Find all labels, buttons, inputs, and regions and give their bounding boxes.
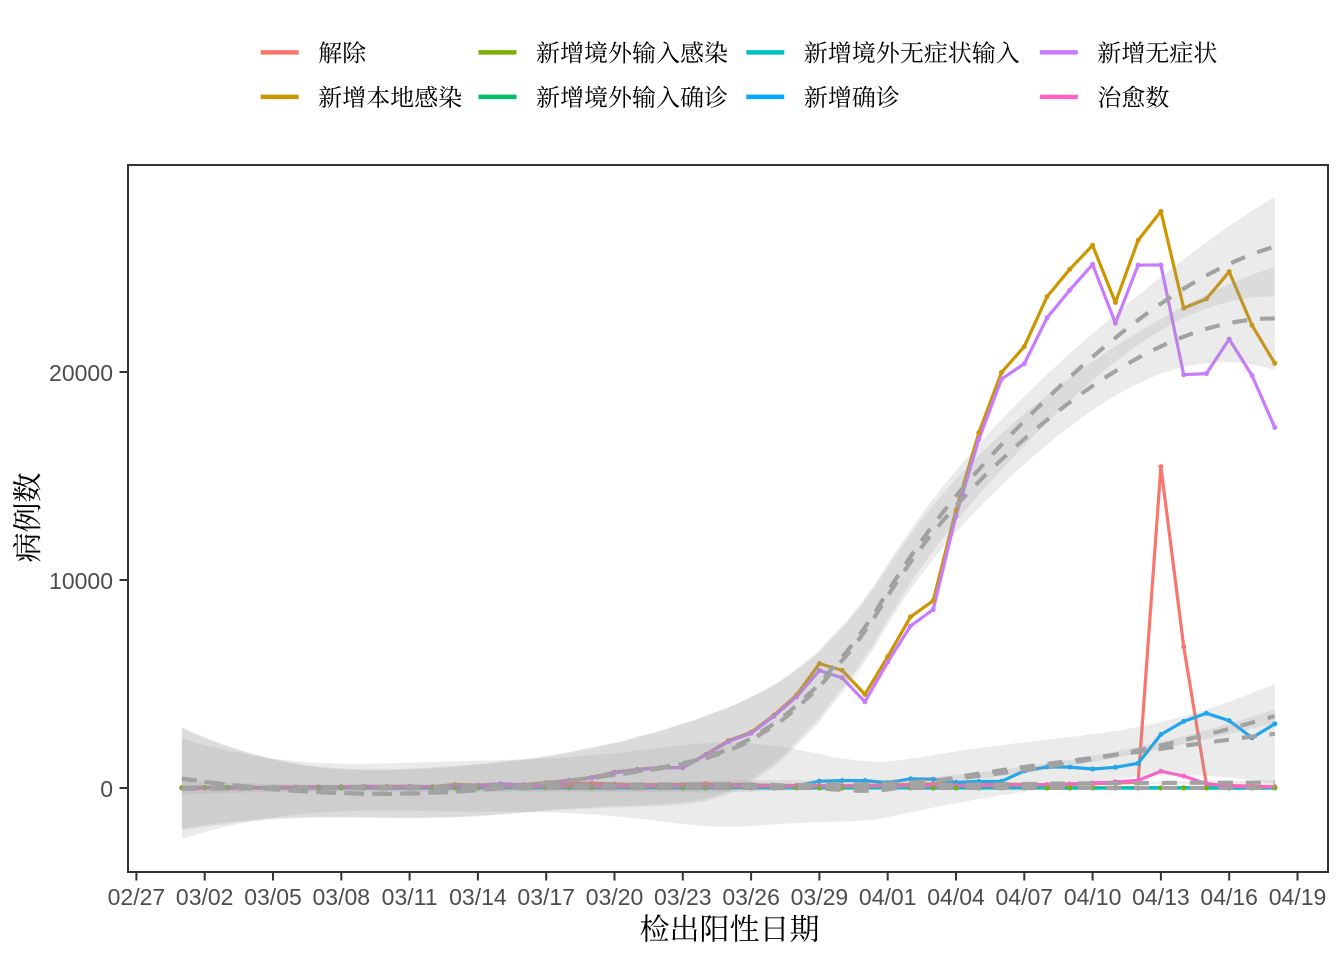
svg-text:04/13: 04/13 bbox=[1132, 884, 1190, 910]
svg-text:03/14: 03/14 bbox=[449, 884, 507, 910]
svg-text:03/05: 03/05 bbox=[244, 884, 302, 910]
svg-text:03/29: 03/29 bbox=[791, 884, 849, 910]
svg-text:04/16: 04/16 bbox=[1200, 884, 1258, 910]
svg-text:03/08: 03/08 bbox=[313, 884, 371, 910]
svg-text:04/07: 04/07 bbox=[996, 884, 1054, 910]
svg-text:02/27: 02/27 bbox=[108, 884, 166, 910]
svg-text:04/10: 04/10 bbox=[1064, 884, 1122, 910]
svg-text:03/26: 03/26 bbox=[722, 884, 780, 910]
svg-text:04/01: 04/01 bbox=[859, 884, 917, 910]
svg-text:0: 0 bbox=[100, 776, 113, 802]
svg-text:10000: 10000 bbox=[49, 568, 113, 594]
svg-text:04/19: 04/19 bbox=[1269, 884, 1327, 910]
svg-text:03/23: 03/23 bbox=[654, 884, 712, 910]
svg-text:03/02: 03/02 bbox=[176, 884, 234, 910]
svg-text:03/17: 03/17 bbox=[517, 884, 575, 910]
svg-text:03/20: 03/20 bbox=[586, 884, 644, 910]
svg-text:04/04: 04/04 bbox=[927, 884, 985, 910]
svg-text:20000: 20000 bbox=[49, 360, 113, 386]
svg-text:03/11: 03/11 bbox=[382, 884, 438, 910]
